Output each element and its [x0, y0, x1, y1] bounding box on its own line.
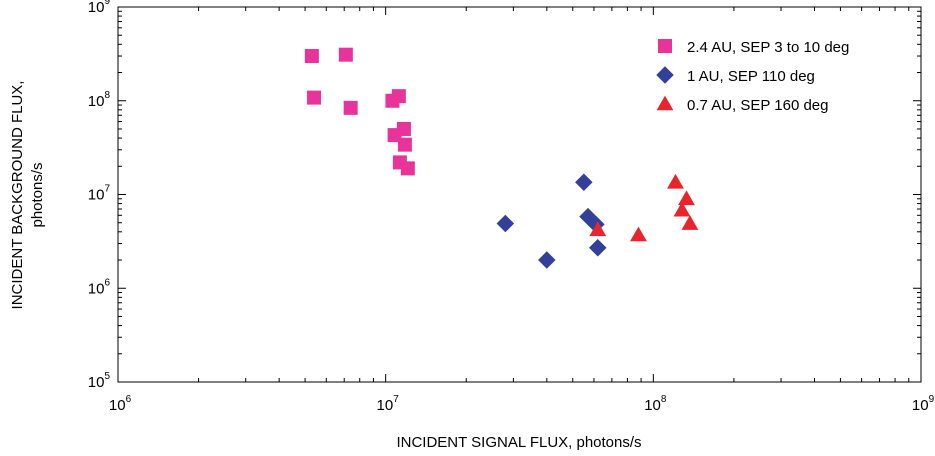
triangle-point [589, 221, 607, 237]
x-tick-label: 109 [912, 394, 935, 414]
square-point [397, 137, 412, 152]
square-point [304, 49, 319, 64]
y-tick-label: 108 [88, 90, 111, 110]
x-tick-label: 106 [109, 394, 132, 414]
x-tick-label: 107 [377, 394, 400, 414]
x-tick-labels: 106 107 108 109 [109, 394, 935, 414]
legend-label: 0.7 AU, SEP 160 deg [687, 97, 829, 114]
triangle-point [673, 201, 691, 217]
plot-frame [117, 6, 922, 383]
square-point [343, 100, 358, 115]
y-tick-label: 107 [88, 184, 111, 204]
triangle-point [667, 173, 684, 189]
diamond-point [496, 214, 515, 233]
square-point [338, 47, 353, 62]
diamond-point [575, 173, 593, 192]
y-axis-title-line1: INCIDENT BACKGROUND FLUX, [9, 81, 26, 310]
data-points [304, 47, 699, 269]
triangle-point [678, 190, 695, 206]
y-tick-label: 109 [88, 0, 111, 16]
legend-marker-triangle [656, 95, 674, 111]
legend-label: 2.4 AU, SEP 3 to 10 deg [687, 39, 849, 56]
y-tick-label: 106 [88, 277, 111, 297]
square-point [391, 89, 406, 104]
legend-marker-diamond [656, 66, 674, 84]
triangle-point [681, 215, 699, 230]
x-tick-label: 108 [644, 394, 667, 414]
square-point [307, 90, 322, 105]
legend: 2.4 AU, SEP 3 to 10 deg 1 AU, SEP 110 deg… [656, 39, 849, 114]
square-point [400, 161, 415, 176]
y-tick-label: 105 [88, 371, 111, 391]
y-axis-title-line2: photons/s [29, 162, 46, 227]
triangle-point [630, 226, 647, 242]
square-point [396, 121, 411, 136]
y-axis-title: INCIDENT BACKGROUND FLUX, photons/s [9, 81, 46, 310]
y-tick-labels: 105 106 107 108 109 [88, 0, 111, 391]
legend-marker-square [658, 39, 672, 53]
diamond-point [538, 251, 556, 269]
axis-ticks [117, 6, 922, 383]
diamond-point [589, 239, 607, 257]
legend-label: 1 AU, SEP 110 deg [687, 68, 815, 85]
x-axis-title: INCIDENT SIGNAL FLUX, photons/s [396, 434, 641, 451]
